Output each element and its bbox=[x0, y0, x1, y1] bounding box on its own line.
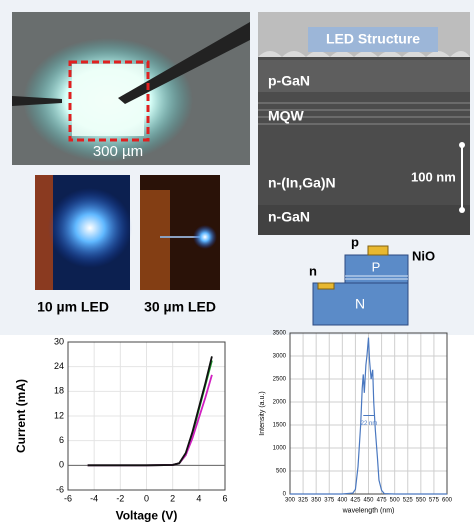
x-tick-label: 450 bbox=[363, 498, 374, 504]
y-axis-label: Current (mA) bbox=[14, 379, 28, 453]
y-tick-label: 3500 bbox=[273, 331, 287, 337]
sem-image: LED Structure p-GaN MQW n-(In,Ga)N n-GaN… bbox=[258, 12, 470, 235]
diagram-label: p bbox=[351, 234, 359, 249]
diagram-label: NiO bbox=[412, 248, 435, 263]
y-tick-label: 0 bbox=[283, 492, 287, 498]
x-tick-label: 325 bbox=[298, 498, 309, 504]
y-axis-label: Intensity (a.u.) bbox=[259, 391, 266, 435]
x-axis-label: Voltage (V) bbox=[116, 509, 178, 523]
plot-frame bbox=[289, 332, 448, 495]
layer-label: MQW bbox=[268, 108, 305, 124]
y-tick-label: 1000 bbox=[273, 446, 287, 452]
x-tick-label: -2 bbox=[116, 493, 124, 503]
x-axis-label: wavelength (nm) bbox=[342, 508, 395, 515]
x-tick-label: 475 bbox=[377, 498, 388, 504]
led-photos: 10 µm LED 30 µm LED bbox=[35, 175, 220, 315]
sem-title: LED Structure bbox=[326, 31, 420, 47]
y-tick-label: -6 bbox=[56, 484, 64, 494]
annotation: 22 nm bbox=[361, 421, 378, 427]
x-tick-label: 0 bbox=[144, 493, 149, 503]
plot-frame bbox=[67, 341, 226, 491]
led-label: 10 µm LED bbox=[37, 299, 109, 315]
x-tick-label: 500 bbox=[390, 498, 401, 504]
x-tick-label: -6 bbox=[64, 493, 72, 503]
diagram-label: P bbox=[372, 259, 381, 274]
x-tick-label: -4 bbox=[90, 493, 98, 503]
layer-label: n-(In,Ga)N bbox=[268, 175, 336, 191]
sem-scale-label: 100 nm bbox=[411, 169, 456, 184]
y-tick-label: 500 bbox=[276, 469, 287, 475]
diagram-label: n bbox=[309, 263, 317, 278]
x-tick-label: 600 bbox=[442, 498, 453, 504]
y-tick-label: 6 bbox=[59, 435, 64, 445]
y-tick-label: 24 bbox=[54, 361, 64, 371]
x-tick-label: 425 bbox=[350, 498, 361, 504]
y-tick-label: 0 bbox=[59, 460, 64, 470]
y-tick-label: 3000 bbox=[273, 354, 287, 360]
x-tick-label: 300 bbox=[285, 498, 296, 504]
y-tick-label: 18 bbox=[54, 386, 64, 396]
led-label: 30 µm LED bbox=[144, 299, 216, 315]
x-tick-label: 6 bbox=[222, 493, 227, 503]
chip-photo: 300 µm bbox=[12, 12, 250, 165]
x-tick-label: 400 bbox=[337, 498, 348, 504]
chip-scale-label: 300 µm bbox=[93, 143, 143, 160]
x-tick-label: 4 bbox=[196, 493, 201, 503]
y-tick-label: 2500 bbox=[273, 377, 287, 383]
y-tick-label: 30 bbox=[54, 336, 64, 346]
led-diagram: p n NiO P N bbox=[309, 234, 435, 326]
x-tick-label: 550 bbox=[416, 498, 427, 504]
x-tick-label: 575 bbox=[429, 498, 440, 504]
x-tick-label: 525 bbox=[403, 498, 414, 504]
layer-label: n-GaN bbox=[268, 209, 310, 225]
y-tick-label: 1500 bbox=[273, 423, 287, 429]
layer-label: p-GaN bbox=[268, 73, 310, 89]
x-tick-label: 375 bbox=[324, 498, 335, 504]
data-line bbox=[87, 356, 213, 467]
diagram-label: N bbox=[355, 296, 365, 312]
y-tick-label: 12 bbox=[54, 410, 64, 420]
x-tick-label: 350 bbox=[311, 498, 322, 504]
data-line bbox=[290, 337, 447, 495]
y-tick-label: 2000 bbox=[273, 400, 287, 406]
x-tick-label: 2 bbox=[170, 493, 175, 503]
